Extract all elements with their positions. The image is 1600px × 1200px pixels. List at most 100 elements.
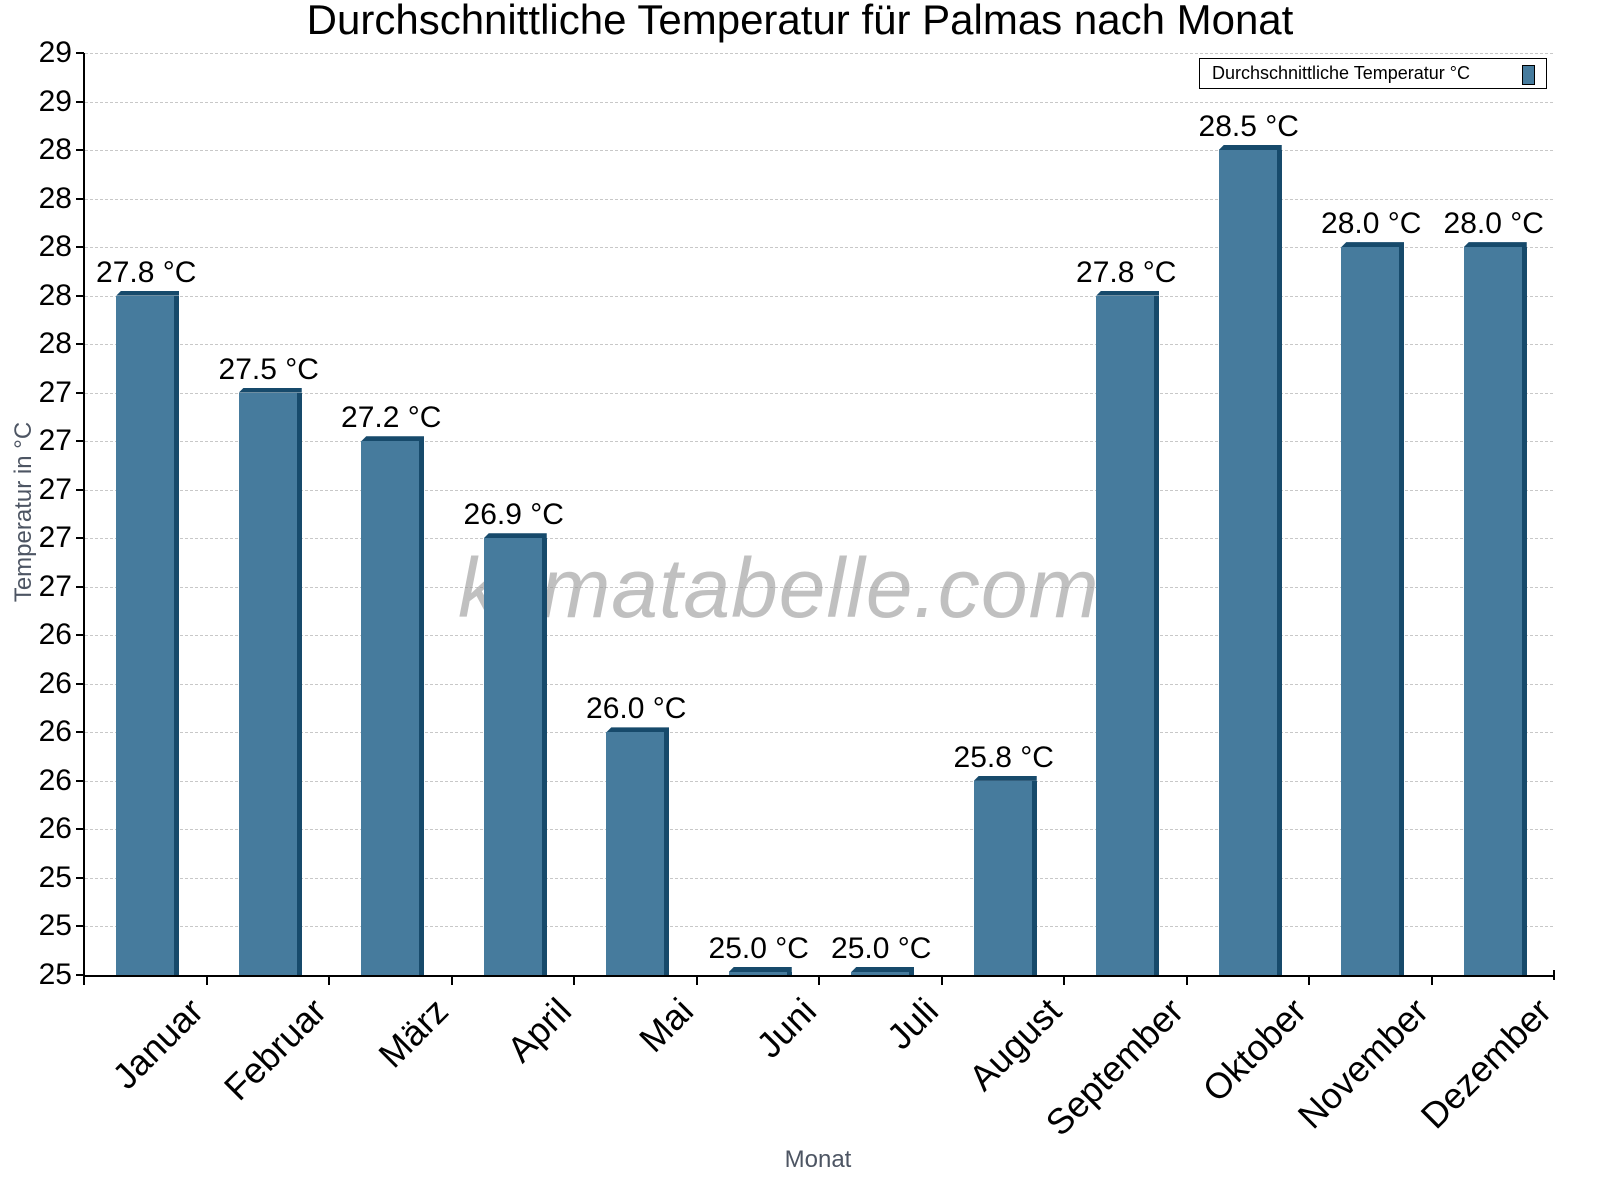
gridline [85,877,1553,879]
y-tick [76,488,84,491]
y-tick [76,634,84,637]
x-tick-label: April [498,990,579,1070]
bar-dezember [1463,242,1527,975]
y-tick-label: 26 [38,763,72,797]
y-tick-label: 25 [38,860,72,894]
x-axis-title: Monat [784,1146,852,1173]
x-tick-label: März [370,990,457,1076]
x-tick [328,975,330,985]
x-tick [1430,975,1433,985]
value-label: 28.0 °C [1443,207,1544,241]
y-tick-label: 29 [38,36,72,69]
y-tick [76,925,84,928]
y-tick-label: 25 [38,909,72,943]
y-tick [76,52,84,54]
y-tick [76,246,84,249]
y-tick-label: 26 [38,715,72,749]
x-tick [573,975,575,985]
y-tick-label: 28 [38,278,72,312]
bar-februar [238,387,302,975]
value-label: 28.0 °C [1321,207,1422,241]
gridline [85,732,1553,734]
y-tick-label: 26 [38,812,72,846]
y-tick [76,876,84,879]
gridline [85,150,1553,152]
bar-august [973,775,1037,975]
gridline [85,198,1553,200]
bar-juni [728,967,792,975]
x-tick-label: Mai [631,990,702,1061]
legend-swatch-icon [1522,65,1535,85]
value-label: 26.9 °C [463,498,564,532]
y-tick [76,100,84,103]
value-label: 27.5 °C [218,352,319,386]
x-tick [1063,975,1065,985]
bar-november [1341,242,1405,975]
y-tick-label: 25 [38,958,72,991]
y-tick [76,440,84,443]
x-tick [205,975,208,985]
x-tick [940,975,943,985]
bar-juli [851,967,915,975]
x-tick [695,975,698,985]
x-tick [83,975,85,985]
gridline [85,683,1553,685]
x-axis-end-tick [1553,970,1555,980]
y-tick-label: 28 [38,181,72,215]
y-tick [76,585,84,588]
gridline [85,53,1553,54]
bar-märz [361,436,425,975]
y-tick-label: 27 [38,521,72,555]
value-label: 27.2 °C [341,401,442,435]
gridline [85,635,1553,637]
x-tick [450,975,453,985]
y-tick [76,682,84,685]
gridline [85,295,1553,297]
y-tick [76,149,84,152]
x-tick-label: Oktober [1194,990,1314,1110]
y-tick-label: 27 [38,472,72,506]
x-tick [1185,975,1188,985]
bar-april [483,533,547,975]
watermark: klimatabelle.com [458,541,1100,635]
y-tick [76,779,84,782]
gridline [85,926,1553,928]
gridline [85,247,1553,249]
value-label: 26.0 °C [586,692,687,726]
y-tick-label: 28 [38,327,72,361]
gridline [85,538,1553,540]
x-tick-label: Juni [748,990,824,1066]
y-tick-label: 26 [38,618,72,652]
y-tick [76,391,84,394]
y-tick-label: 27 [38,569,72,603]
value-label: 28.5 °C [1198,110,1299,144]
value-label: 27.8 °C [96,255,197,289]
x-tick [818,975,820,985]
gridline [85,829,1553,831]
bar-januar [116,290,180,975]
y-tick [76,343,84,346]
bar-september [1096,290,1160,975]
y-tick-label: 28 [38,230,72,264]
y-tick-label: 27 [38,424,72,458]
y-tick-label: 29 [38,84,72,118]
y-tick-label: 27 [38,375,72,409]
value-label: 25.0 °C [831,932,932,965]
gridline [85,101,1553,103]
y-tick [76,197,84,200]
bar-mai [606,727,670,975]
x-tick-label: November [1289,990,1437,1137]
value-label: 25.8 °C [953,740,1054,774]
value-label: 25.0 °C [708,932,809,965]
y-tick [76,294,84,297]
y-tick-label: 28 [38,133,72,167]
y-tick [76,974,84,976]
x-tick-label: Januar [104,990,212,1097]
x-tick [1308,975,1310,985]
chart-title: Durchschnittliche Temperatur für Palmas … [306,0,1294,43]
x-tick-label: Dezember [1412,990,1559,1137]
legend-label: Durchschnittliche Temperatur °C [1212,63,1470,83]
gridline [85,586,1553,588]
gridline [85,441,1553,443]
